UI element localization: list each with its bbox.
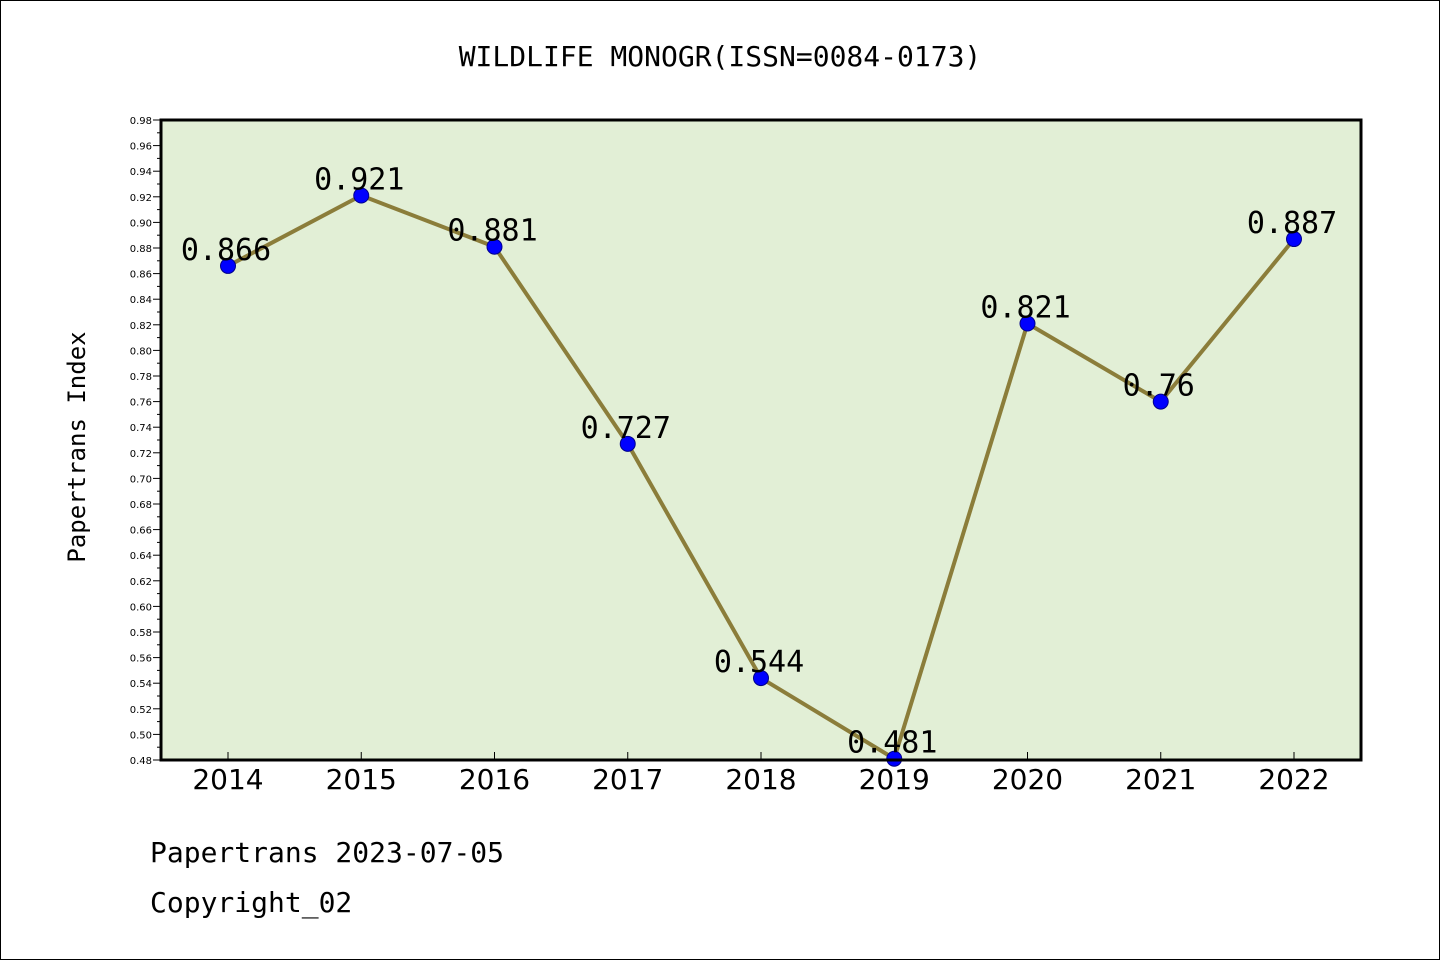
y-tick-label: 0.50 xyxy=(130,730,152,741)
y-tick-label: 0.74 xyxy=(130,423,152,434)
y-tick-label: 0.94 xyxy=(130,167,152,178)
y-tick-label: 0.64 xyxy=(130,551,152,562)
x-tick-label: 2020 xyxy=(992,763,1063,796)
x-tick-label: 2017 xyxy=(592,763,663,796)
y-tick-label: 0.88 xyxy=(130,244,152,255)
y-tick-label: 0.68 xyxy=(130,500,152,511)
data-point xyxy=(486,238,503,255)
chart-title: WILDLIFE MONOGR(ISSN=0084-0173) xyxy=(459,40,982,73)
data-label: 0.481 xyxy=(847,726,937,761)
y-tick-label: 0.62 xyxy=(130,577,152,588)
y-tick-label: 0.56 xyxy=(130,654,152,665)
y-axis-label: Papertrans Index xyxy=(63,331,91,562)
y-tick-label: 0.96 xyxy=(130,142,152,153)
data-point xyxy=(1286,231,1302,248)
plot-border xyxy=(159,118,1363,762)
y-tick-label: 0.76 xyxy=(130,398,152,409)
y-tick-label: 0.98 xyxy=(130,116,152,127)
x-tick-label: 2019 xyxy=(859,763,930,796)
x-tick-label: 2022 xyxy=(1258,763,1329,796)
y-tick-label: 0.66 xyxy=(130,526,152,537)
y-tick-label: 0.86 xyxy=(130,270,152,281)
data-label: 0.727 xyxy=(581,411,671,446)
y-tick-label: 0.70 xyxy=(130,474,152,485)
y-tick-label: 0.72 xyxy=(130,449,152,460)
data-label: 0.921 xyxy=(314,163,404,198)
footer-date: Papertrans 2023-07-05 xyxy=(150,836,505,869)
y-tick-label: 0.58 xyxy=(130,628,152,639)
data-point xyxy=(619,435,636,452)
x-tick-label: 2018 xyxy=(725,763,796,796)
footer-copyright: Copyright_02 xyxy=(150,886,353,919)
x-tick-label: 2021 xyxy=(1125,763,1196,796)
data-label: 0.544 xyxy=(714,645,804,680)
x-tick-label: 2015 xyxy=(326,763,397,796)
y-tick-label: 0.48 xyxy=(130,756,152,767)
y-tick-label: 0.82 xyxy=(130,321,152,332)
y-tick-label: 0.52 xyxy=(130,705,152,716)
x-tick-label: 2014 xyxy=(192,763,263,796)
data-label: 0.76 xyxy=(1123,369,1195,404)
data-point xyxy=(353,187,370,204)
data-label: 0.881 xyxy=(447,214,537,249)
data-point xyxy=(1019,315,1036,332)
y-tick-label: 0.92 xyxy=(130,193,152,204)
data-label: 0.887 xyxy=(1247,206,1337,241)
data-point xyxy=(1152,393,1169,410)
y-tick-label: 0.60 xyxy=(130,602,152,613)
plot-area xyxy=(161,120,1361,760)
y-tick-label: 0.54 xyxy=(130,679,152,690)
y-tick-label: 0.84 xyxy=(130,295,152,306)
data-label: 0.866 xyxy=(181,233,271,268)
data-label: 0.821 xyxy=(980,291,1070,326)
y-tick-label: 0.80 xyxy=(130,346,152,357)
y-tick-label: 0.90 xyxy=(130,218,152,229)
x-tick-label: 2016 xyxy=(459,763,530,796)
data-point xyxy=(220,257,236,274)
y-tick-label: 0.78 xyxy=(130,372,152,383)
data-point xyxy=(753,670,769,687)
